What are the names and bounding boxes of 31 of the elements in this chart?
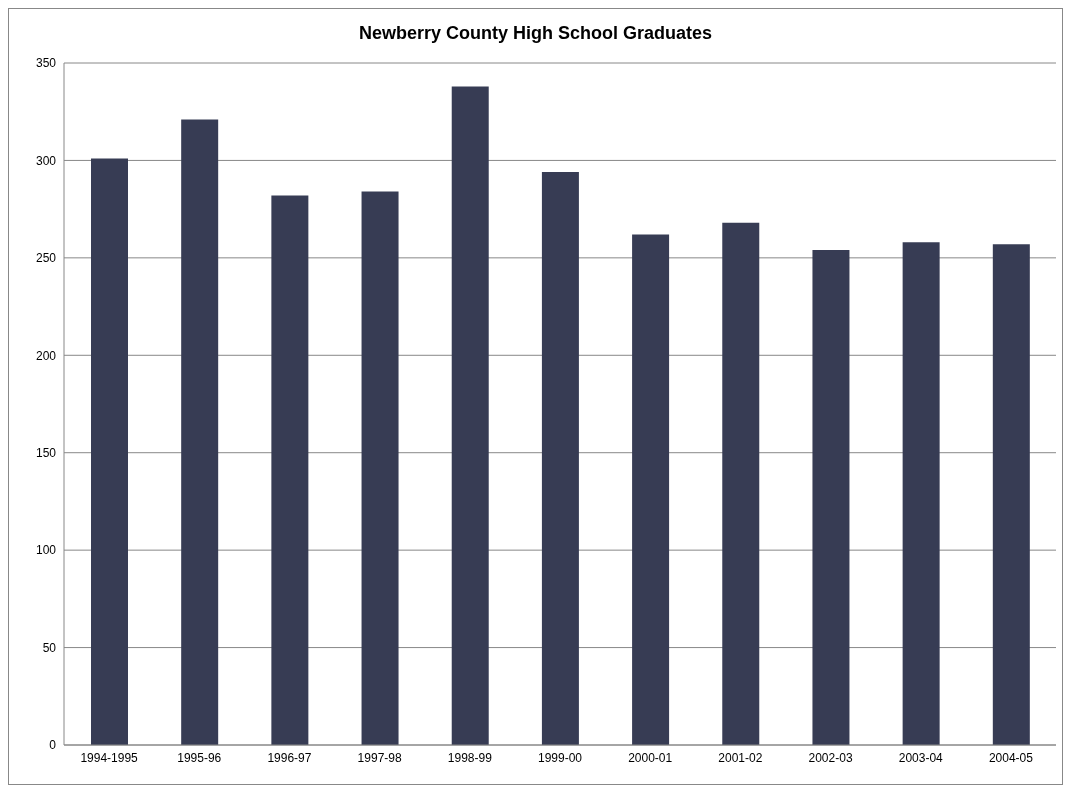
bar — [902, 242, 940, 745]
y-tick-label: 350 — [35, 56, 57, 71]
x-tick-label: 1998-99 — [447, 750, 493, 765]
y-tick-label: 200 — [35, 348, 57, 363]
y-tick-label: 300 — [35, 153, 57, 168]
bar — [451, 86, 489, 745]
y-tick-label: 50 — [42, 640, 57, 655]
x-tick-label: 1996-97 — [267, 750, 312, 765]
x-tick-label: 1999-00 — [537, 750, 583, 765]
x-tick-label: 2004-05 — [988, 750, 1034, 765]
x-tick-label: 1994-1995 — [80, 750, 139, 765]
bar — [632, 234, 670, 745]
bar — [271, 195, 309, 745]
x-tick-label: 1995-96 — [177, 750, 222, 765]
bar — [91, 158, 128, 745]
x-tick-label: 2000-01 — [628, 750, 673, 765]
y-tick-label: 0 — [49, 738, 57, 753]
y-tick-label: 150 — [35, 445, 57, 460]
x-tick-label: 2003-04 — [898, 750, 944, 765]
x-tick-label: 2002-03 — [808, 750, 853, 765]
x-tick-label: 2001-02 — [718, 750, 763, 765]
bar — [812, 250, 850, 745]
y-tick-label: 250 — [35, 251, 57, 266]
bar — [181, 119, 219, 745]
x-tick-label: 1997-98 — [357, 750, 402, 765]
bar — [722, 222, 760, 745]
bar — [361, 191, 399, 745]
chart-title: Newberry County High School Graduates — [357, 22, 714, 45]
bar — [992, 244, 1030, 745]
bar — [541, 172, 579, 745]
y-tick-label: 100 — [35, 543, 57, 558]
